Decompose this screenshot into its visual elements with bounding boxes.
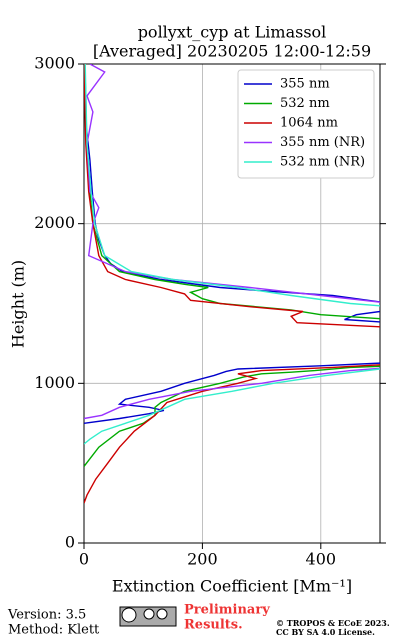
- plot-frame: [83, 63, 381, 544]
- profile-line: [84, 64, 380, 504]
- license: © TROPOS & ECoE 2023.: [276, 618, 390, 628]
- profile-line: [84, 64, 380, 445]
- y-axis-label: Height (m): [9, 260, 28, 348]
- y-tick-label: 2000: [34, 213, 75, 232]
- legend-label: 1064 nm: [280, 116, 338, 131]
- y-tick-label: 0: [65, 533, 75, 552]
- method: Method: Klett: [8, 623, 100, 638]
- legend-label: 532 nm (NR): [280, 155, 365, 170]
- profile-line: [84, 64, 380, 420]
- notice: Preliminary: [184, 603, 270, 618]
- x-tick-label: 0: [79, 550, 89, 569]
- x-tick-label: 400: [306, 550, 337, 569]
- legend-label: 355 nm (NR): [280, 135, 365, 150]
- cc-logo: [119, 606, 177, 627]
- legend-label: 532 nm: [280, 96, 330, 111]
- y-tick-label: 3000: [34, 54, 75, 73]
- x-tick-label: 200: [187, 550, 218, 569]
- version: Version: 3.5: [7, 608, 86, 623]
- notice: Results.: [184, 618, 243, 633]
- legend-label: 355 nm: [280, 77, 330, 92]
- y-tick-label: 1000: [34, 373, 75, 392]
- chart-title: [Averaged] 20230205 12:00-12:59: [93, 42, 371, 61]
- profile-line: [84, 64, 380, 467]
- license: CC BY SA 4.0 License.: [276, 627, 375, 637]
- legend-box: [237, 69, 375, 179]
- plot-area: [84, 64, 380, 504]
- chart-title: pollyxt_cyp at Limassol: [138, 23, 327, 42]
- x-axis-label: Extinction Coefficient [Mm⁻¹]: [112, 577, 352, 596]
